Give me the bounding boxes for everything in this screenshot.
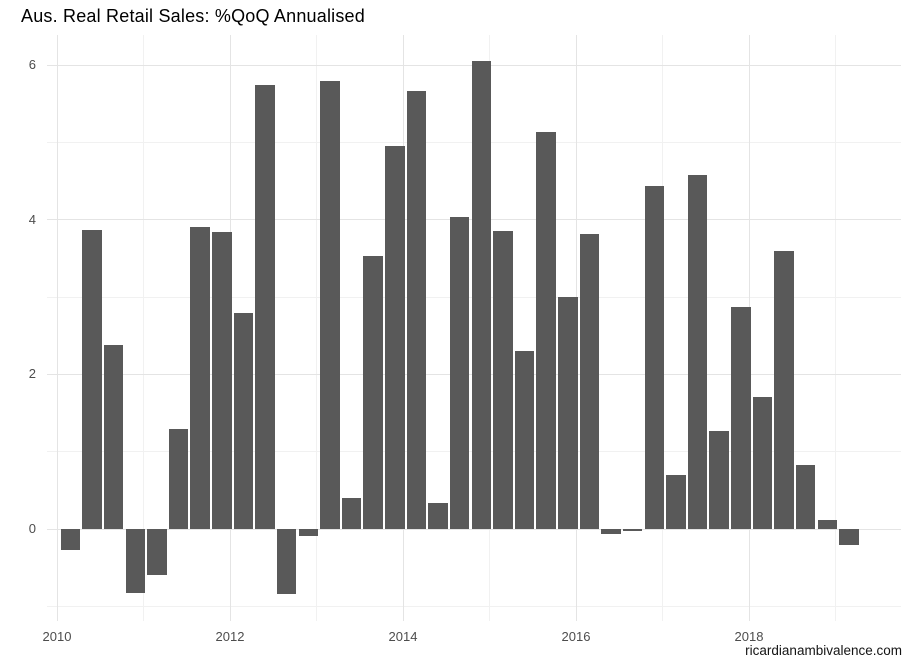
bar-2013-Q4 <box>385 146 405 529</box>
bar-2018-Q2 <box>774 250 794 529</box>
y-major-gridline <box>47 528 901 530</box>
bar-2012-Q4 <box>298 529 319 536</box>
bar-2017-Q4 <box>731 307 751 529</box>
bar-2017-Q2 <box>687 174 708 529</box>
chart-panel <box>47 35 901 621</box>
bar-2012-Q1 <box>233 313 254 529</box>
bar-2010-Q3 <box>103 345 124 529</box>
bar-2017-Q1 <box>666 474 686 529</box>
bar-2010-Q4 <box>125 529 146 594</box>
bar-2011-Q1 <box>147 529 167 575</box>
bar-2018-Q3 <box>795 464 816 529</box>
bar-2017-Q3 <box>709 430 729 529</box>
bar-2016-Q3 <box>622 529 643 531</box>
bar-2013-Q2 <box>341 498 362 529</box>
bar-2019-Q1 <box>839 529 859 546</box>
bar-2018-Q1 <box>752 396 773 529</box>
bar-2010-Q2 <box>82 229 102 529</box>
y-axis-label: 0 <box>28 521 36 536</box>
x-major-gridline <box>56 35 58 621</box>
bar-2016-Q2 <box>601 529 621 534</box>
bar-2018-Q4 <box>817 520 838 529</box>
y-axis-label: 4 <box>28 211 36 227</box>
bar-2014-Q1 <box>406 90 427 529</box>
x-minor-gridline <box>143 35 144 621</box>
x-minor-gridline <box>316 35 317 621</box>
x-axis-label: 2014 <box>388 629 418 644</box>
bar-2016-Q4 <box>644 185 665 529</box>
x-axis-label: 2018 <box>734 629 764 644</box>
bar-2015-Q3 <box>536 131 556 529</box>
bar-2015-Q1 <box>493 230 513 529</box>
x-axis-label: 2016 <box>561 629 591 644</box>
bar-2012-Q2 <box>255 84 275 529</box>
bar-2010-Q1 <box>60 529 81 550</box>
bar-2011-Q2 <box>168 428 189 529</box>
bar-2011-Q3 <box>190 226 210 529</box>
bar-2014-Q3 <box>449 216 470 529</box>
bar-2015-Q2 <box>514 351 535 529</box>
bar-2013-Q1 <box>320 80 340 529</box>
y-axis-label: 2 <box>28 366 36 382</box>
y-minor-gridline <box>47 605 901 607</box>
bar-2014-Q4 <box>471 61 492 529</box>
bar-2015-Q4 <box>558 297 578 529</box>
chart-caption: ricardianambivalence.com <box>745 643 902 658</box>
x-axis-label: 2010 <box>42 629 72 644</box>
bar-2011-Q4 <box>212 232 232 529</box>
x-axis-label: 2012 <box>215 629 245 644</box>
bar-2013-Q3 <box>363 256 383 529</box>
y-axis-label: 6 <box>28 57 36 73</box>
x-minor-gridline <box>835 35 836 621</box>
bar-2012-Q3 <box>276 529 297 594</box>
chart-title: Aus. Real Retail Sales: %QoQ Annualised <box>21 6 365 26</box>
bar-2016-Q1 <box>579 234 600 529</box>
bar-2014-Q2 <box>428 502 448 529</box>
